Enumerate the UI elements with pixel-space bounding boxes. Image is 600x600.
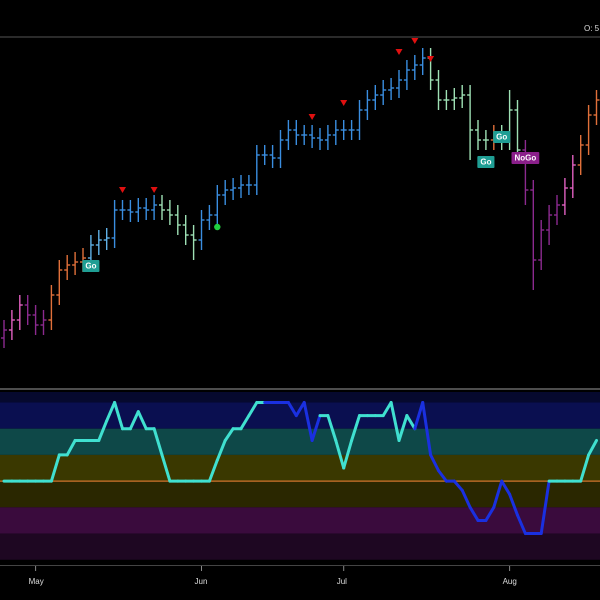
sell-marker	[150, 187, 158, 193]
oscillator-segment	[128, 410, 140, 431]
signal-label-box	[82, 260, 100, 272]
oscillator-segment	[215, 438, 227, 462]
signal-label: NoGo	[515, 154, 537, 163]
plot-layer	[0, 48, 600, 560]
oscillator-segment	[350, 414, 361, 442]
oscillator-segment	[492, 479, 504, 509]
x-tick-label: Jun	[195, 577, 208, 586]
oscillator-segment	[405, 414, 417, 431]
signal-label: Go	[496, 133, 507, 142]
zone-band	[0, 454, 600, 482]
oscillator-segment	[247, 400, 259, 418]
oscillator-segment	[302, 400, 314, 442]
zone-band	[0, 507, 600, 534]
oscillator-segment	[460, 488, 472, 509]
sell-marker	[340, 100, 348, 106]
signal-label: Go	[480, 158, 491, 167]
oscillator-segment	[310, 414, 322, 442]
oscillator-segment	[421, 400, 433, 457]
oscillator-segment	[484, 505, 496, 522]
signal-label: Go	[85, 262, 96, 271]
sell-marker	[395, 49, 403, 55]
zone-band	[0, 402, 600, 429]
oscillator-segment	[152, 427, 164, 457]
sell-marker	[427, 56, 435, 62]
oscillator-segment	[429, 453, 440, 473]
zone-band	[0, 428, 600, 455]
oscillator-segment	[587, 438, 598, 457]
zone-band	[0, 392, 600, 403]
signal-label-box	[493, 131, 511, 143]
oscillator-segment	[49, 453, 61, 483]
oscillator-segment	[413, 400, 425, 431]
sell-marker	[411, 38, 419, 44]
oscillator-segment	[579, 453, 591, 483]
oscillator-segment	[105, 400, 117, 423]
oscillator-segment	[437, 469, 448, 483]
sell-marker	[308, 114, 316, 120]
oscillator-segment	[381, 400, 393, 418]
buy-marker	[214, 223, 221, 231]
oscillator-segment	[452, 479, 464, 492]
oscillator-segment	[160, 453, 172, 483]
oscillator-segment	[207, 458, 219, 483]
oscillator-segment	[334, 438, 346, 470]
oscillator-segment	[65, 438, 77, 457]
oscillator-segment	[326, 414, 338, 442]
signal-label-box	[477, 156, 495, 168]
oscillator-segment	[239, 414, 251, 431]
header-text: O: 5	[584, 24, 600, 33]
signal-label-box	[511, 152, 540, 164]
oscillator-segment	[294, 400, 306, 418]
x-tick-label: Aug	[503, 577, 517, 586]
oscillator-segment	[397, 414, 409, 442]
oscillator-segment	[113, 400, 124, 431]
oscillator-segment	[500, 479, 512, 496]
oscillator-segment	[286, 400, 298, 418]
oscillator-segment	[223, 427, 235, 442]
oscillator-segment	[508, 492, 519, 517]
oscillator-segment	[468, 505, 480, 522]
oscillator-segment	[97, 419, 109, 442]
oscillator-segment	[136, 410, 148, 431]
oscillator-segment	[539, 479, 551, 536]
oscillator-segment	[516, 513, 527, 536]
oscillator-segment	[342, 438, 354, 470]
zone-band	[0, 533, 600, 560]
oscillator-segment	[389, 400, 401, 442]
sell-marker	[119, 187, 126, 193]
x-tick-label: May	[29, 577, 44, 586]
x-tick-label: Jul	[337, 577, 347, 586]
